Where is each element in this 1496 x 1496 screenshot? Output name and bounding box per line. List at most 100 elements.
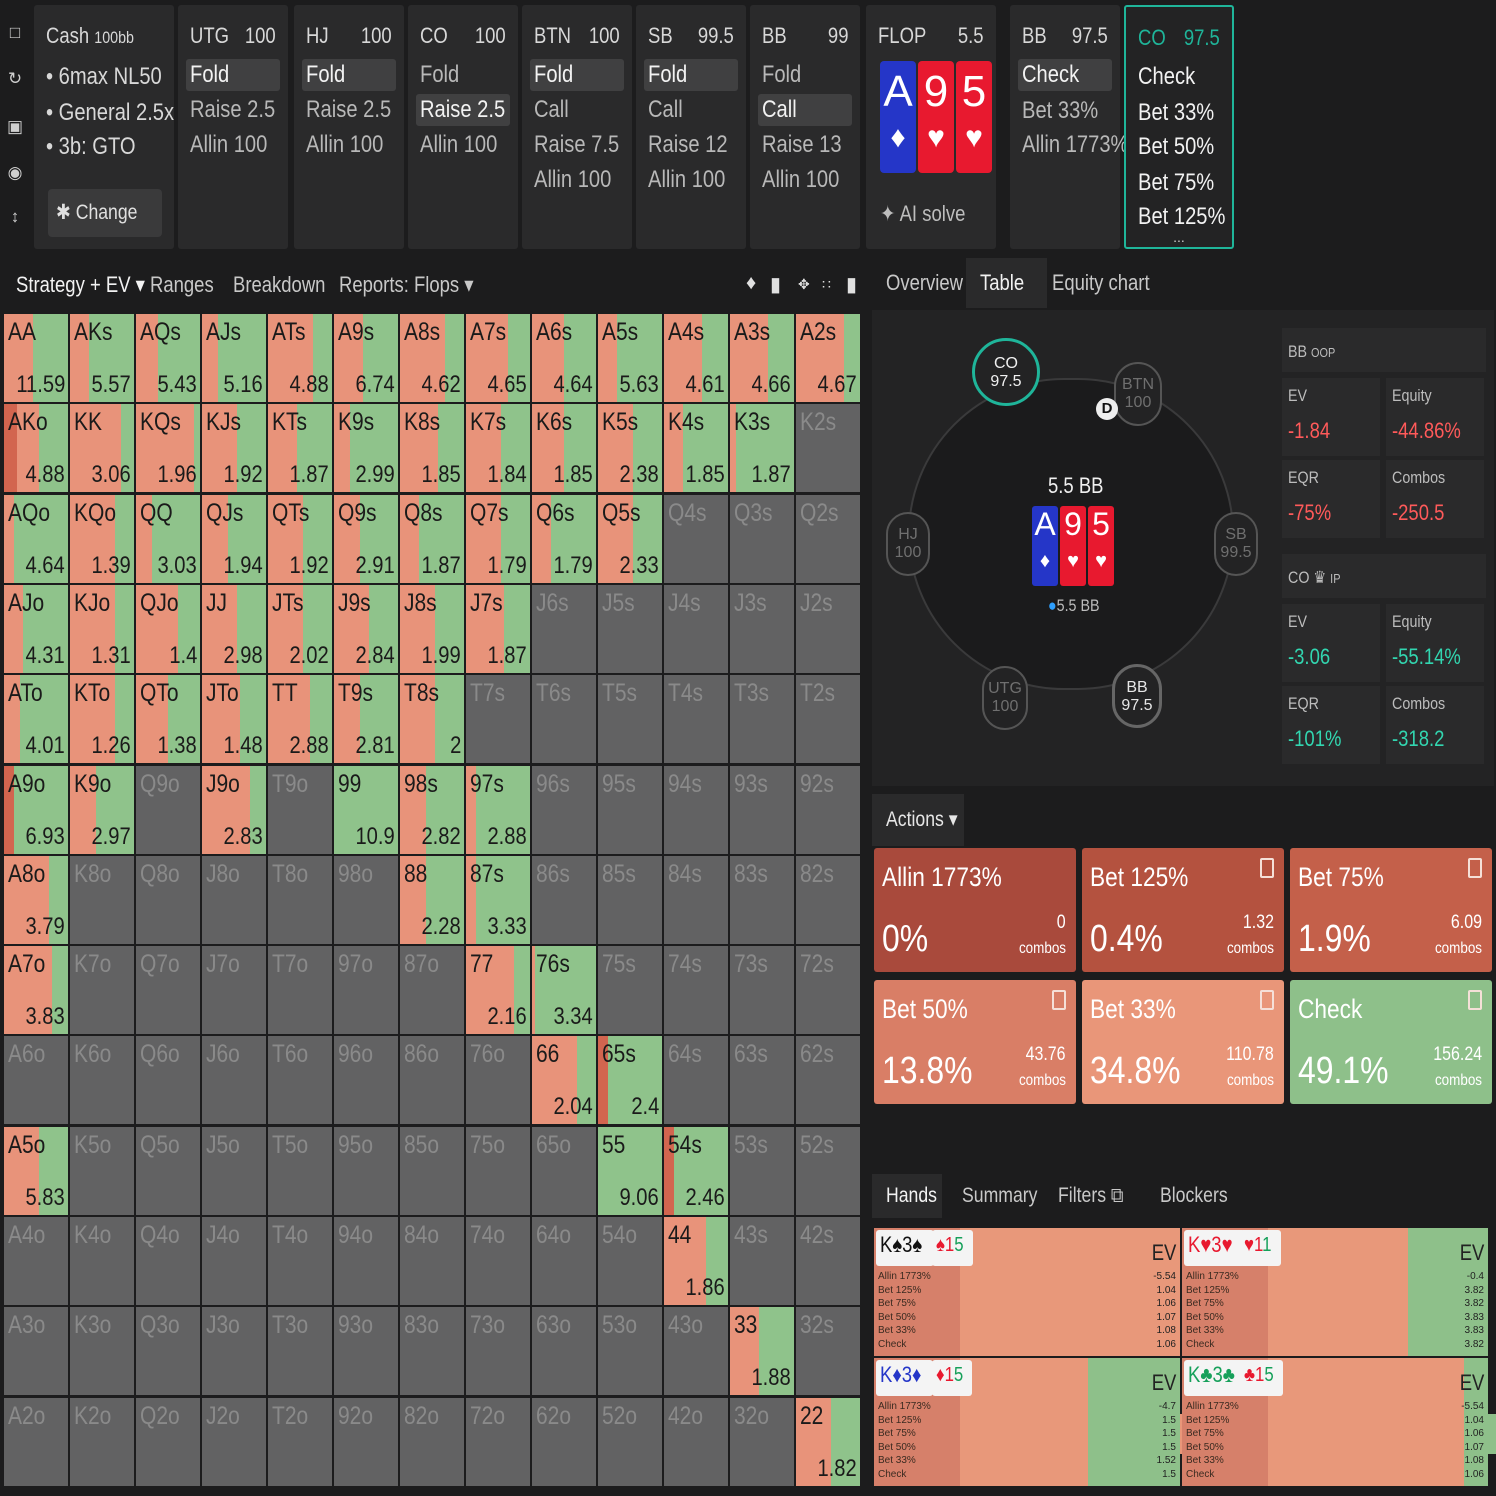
- hand-cell[interactable]: 98o: [334, 855, 398, 944]
- hand-cell[interactable]: 97o: [334, 946, 398, 1035]
- resize-icon[interactable]: ↕: [10, 207, 20, 226]
- hand-cell[interactable]: Q9o: [136, 765, 200, 854]
- hand-cell[interactable]: A8o 3.79: [4, 855, 68, 944]
- hand-cell[interactable]: 52s: [796, 1126, 860, 1215]
- seat-action[interactable]: Fold: [420, 61, 460, 88]
- hand-cell[interactable]: 96s: [532, 765, 596, 854]
- hand-cell[interactable]: A2s 4.67: [796, 314, 860, 402]
- hand-cell[interactable]: 42o: [664, 1397, 728, 1486]
- card-view-icon[interactable]: ▮: [770, 274, 782, 296]
- hand-cell[interactable]: 53s: [730, 1126, 794, 1215]
- seat-utg[interactable]: UTG 100: [982, 666, 1028, 730]
- seat-card-sb[interactable]: SB 99.5 Fold Call Raise 12 Allin 100: [636, 5, 746, 249]
- hand-cell[interactable]: J5o: [202, 1126, 266, 1215]
- hand-cell[interactable]: 87s 3.33: [466, 855, 530, 944]
- seat-action[interactable]: Raise 2.5: [190, 96, 276, 123]
- hand-cell[interactable]: QQ 3.03: [136, 494, 200, 583]
- seat-co[interactable]: CO 97.5: [972, 338, 1040, 406]
- hand-cell[interactable]: K3o: [70, 1307, 134, 1396]
- co-action-bet75[interactable]: Bet 75%: [1138, 169, 1215, 196]
- hand-cell[interactable]: AJs 5.16: [202, 314, 266, 402]
- hand-cell[interactable]: 62s: [796, 1036, 860, 1125]
- hand-cell[interactable]: J7o: [202, 946, 266, 1035]
- hand-cell[interactable]: AJo 4.31: [4, 584, 68, 673]
- hand-cell[interactable]: Q4s: [664, 494, 728, 583]
- hand-cell[interactable]: 42s: [796, 1217, 860, 1305]
- hand-cell[interactable]: QJo 1.4: [136, 584, 200, 673]
- flop-bb-card[interactable]: BB 97.5 Check Bet 33% Allin 1773%: [1010, 5, 1128, 249]
- hand-cell[interactable]: KJs 1.92: [202, 404, 266, 493]
- hand-cell[interactable]: 65o: [532, 1126, 596, 1215]
- hand-cell[interactable]: 43o: [664, 1307, 728, 1396]
- action-box[interactable]: Bet 33% 34.8% 110.78 combos: [1082, 980, 1284, 1104]
- hand-cell[interactable]: T6s: [532, 675, 596, 764]
- hand-cell[interactable]: T3s: [730, 675, 794, 764]
- hand-cell[interactable]: 76o: [466, 1036, 530, 1125]
- seat-card-utg[interactable]: UTG 100 Fold Raise 2.5 Allin 100: [178, 5, 288, 249]
- hand-cell[interactable]: J3s: [730, 584, 794, 673]
- hand-cell[interactable]: K9s 2.99: [334, 404, 398, 493]
- hand-cell[interactable]: K8o: [70, 855, 134, 944]
- seat-sb[interactable]: SB 99.5: [1214, 512, 1258, 576]
- hand-cell[interactable]: A3o: [4, 1307, 68, 1396]
- hand-cell[interactable]: K5o: [70, 1126, 134, 1215]
- hand-cell[interactable]: J6o: [202, 1036, 266, 1125]
- flop-card[interactable]: FLOP 5.5 A ♦ 9 ♥ 5 ♥ ✦ AI solve: [866, 5, 996, 249]
- hand-cell[interactable]: Q5o: [136, 1126, 200, 1215]
- actions-dropdown[interactable]: Actions ▾: [872, 794, 964, 846]
- hand-cell[interactable]: 76s 3.34: [532, 946, 596, 1035]
- hand-cell[interactable]: T2o: [268, 1397, 332, 1486]
- hand-cell[interactable]: 86o: [400, 1036, 464, 1125]
- hand-cell[interactable]: J2s: [796, 584, 860, 673]
- hand-cell[interactable]: K2o: [70, 1397, 134, 1486]
- hand-cell[interactable]: J8o: [202, 855, 266, 944]
- hand-cell[interactable]: 82s: [796, 855, 860, 944]
- hand-cell[interactable]: 73o: [466, 1307, 530, 1396]
- notes-icon[interactable]: [1260, 990, 1274, 1010]
- tab-ranges[interactable]: Ranges: [150, 272, 214, 297]
- seat-action[interactable]: Raise 2.5: [306, 96, 392, 123]
- hand-cell[interactable]: K3s 1.87: [730, 404, 794, 493]
- hand-cell[interactable]: Q7o: [136, 946, 200, 1035]
- hand-cell[interactable]: QTo 1.38: [136, 675, 200, 764]
- hand-cell[interactable]: KJo 1.31: [70, 584, 134, 673]
- hand-cell[interactable]: 75s: [598, 946, 662, 1035]
- hand-cell[interactable]: 66 2.04: [532, 1036, 596, 1125]
- hand-cell[interactable]: Q8s 1.87: [400, 494, 464, 583]
- hand-cell[interactable]: 93s: [730, 765, 794, 854]
- hand-cell[interactable]: 44 1.86: [664, 1217, 728, 1305]
- hand-cell[interactable]: 53o: [598, 1307, 662, 1396]
- hand-cell[interactable]: 22 1.82: [796, 1397, 860, 1486]
- hand-cell[interactable]: Q4o: [136, 1217, 200, 1305]
- seat-action[interactable]: Raise 13: [762, 131, 842, 158]
- flop-co-card[interactable]: CO 97.5 Check Bet 33% Bet 50% Bet 75% Bet…: [1124, 5, 1234, 249]
- tab-strategy-ev[interactable]: Strategy + EV ▾: [16, 272, 145, 297]
- hand-cell[interactable]: 75o: [466, 1126, 530, 1215]
- hand-cell[interactable]: 97s 2.88: [466, 765, 530, 854]
- suit-filter-icon[interactable]: ♦: [746, 272, 757, 294]
- seat-btn[interactable]: BTN 100: [1114, 362, 1162, 426]
- seat-action[interactable]: Fold: [644, 59, 738, 91]
- hand-cell[interactable]: A8s 4.62: [400, 314, 464, 402]
- hand-cell[interactable]: J2o: [202, 1397, 266, 1486]
- hand-cell[interactable]: 52o: [598, 1397, 662, 1486]
- hand-cell[interactable]: T6o: [268, 1036, 332, 1125]
- hand-card[interactable]: K♣3♣ ♣15 EV Allin 1773% Bet 125% Bet 75% Bet 5…: [1182, 1358, 1488, 1486]
- hand-cell[interactable]: 84s: [664, 855, 728, 944]
- hand-cell[interactable]: AQo 4.64: [4, 494, 68, 583]
- hand-cell[interactable]: T5o: [268, 1126, 332, 1215]
- hand-cell[interactable]: AA 11.59: [4, 314, 68, 402]
- hand-cell[interactable]: KK 3.06: [70, 404, 134, 493]
- hand-cell[interactable]: K5s 2.38: [598, 404, 662, 493]
- bookmark-icon[interactable]: □: [9, 23, 21, 42]
- hand-cell[interactable]: Q9s 2.91: [334, 494, 398, 583]
- hand-cell[interactable]: 95o: [334, 1126, 398, 1215]
- action-box[interactable]: Bet 125% 0.4% 1.32 combos: [1082, 848, 1284, 972]
- hand-cell[interactable]: K8s 1.85: [400, 404, 464, 493]
- tab-filters[interactable]: Filters ⧉: [1058, 1184, 1124, 1207]
- hand-cell[interactable]: 92s: [796, 765, 860, 854]
- action-box[interactable]: Bet 50% 13.8% 43.76 combos: [874, 980, 1076, 1104]
- hand-cell[interactable]: A9o 6.93: [4, 765, 68, 854]
- hand-cell[interactable]: 64s: [664, 1036, 728, 1125]
- hand-cell[interactable]: J4o: [202, 1217, 266, 1305]
